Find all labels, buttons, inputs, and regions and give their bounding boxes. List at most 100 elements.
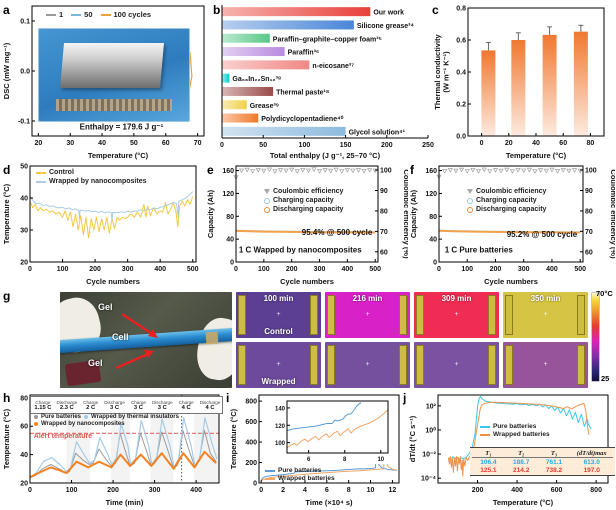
- svg-text:8: 8: [347, 487, 351, 494]
- svg-text:0: 0: [234, 266, 238, 273]
- capacity-chart-pure: 0 100 200 300 400 500 0 40 80 120 160 60 70 80 90 100 Cy…: [409, 165, 615, 286]
- svg-text:60: 60: [380, 249, 388, 256]
- svg-text:Glycol solution⁴¹: Glycol solution⁴¹: [349, 129, 406, 136]
- dsc-legend: 1 50 100 cycles: [46, 10, 151, 19]
- svg-text:0: 0: [230, 260, 234, 267]
- svg-text:95.4% @ 500 cycle: 95.4% @ 500 cycle: [302, 228, 373, 237]
- svg-text:50: 50: [20, 164, 28, 171]
- svg-text:6: 6: [325, 487, 329, 494]
- line-swatch: [36, 180, 46, 183]
- svg-text:90: 90: [585, 188, 593, 195]
- svg-text:120: 120: [222, 191, 234, 198]
- svg-text:n-eicosane³⁷: n-eicosane³⁷: [312, 63, 354, 70]
- svg-text:30: 30: [66, 140, 74, 147]
- legend-item: Coulombic efficiency: [264, 188, 343, 195]
- svg-text:20: 20: [34, 140, 42, 147]
- dot-marker: [34, 422, 38, 426]
- rate-step: Discharge 4 C: [199, 399, 221, 411]
- svg-text:0: 0: [480, 140, 484, 147]
- svg-text:60: 60: [585, 249, 593, 256]
- annotation-arrows: [115, 313, 158, 370]
- svg-text:0: 0: [253, 481, 257, 488]
- panel-d-cycling-temperature: 0 100 200 300 400 500 20 30 40 50 Cycle numbers Tem…: [2, 162, 204, 288]
- runaway-legend: Pure batteries Wrapped batteries: [265, 467, 335, 482]
- circle-marker: [264, 206, 270, 213]
- svg-text:50: 50: [259, 142, 267, 149]
- line-swatch: [100, 13, 111, 16]
- svg-text:40: 40: [429, 237, 437, 244]
- svg-text:Coulombic efficiency (%): Coulombic efficiency (%): [609, 169, 615, 259]
- spot-marker: +: [365, 311, 370, 319]
- legend-row: Pure batteries Wrapped by thermal insula…: [34, 414, 179, 420]
- legend-item: Discharging capacity: [467, 206, 546, 213]
- svg-text:dT/dt (°C s⁻¹): dT/dt (°C s⁻¹): [408, 415, 417, 462]
- spot-marker: +: [276, 311, 281, 319]
- gel-label-top: Gel: [98, 302, 113, 312]
- rate-step: Charge 3 C: [130, 399, 146, 411]
- trigger-temperature-table: T₁ T₂ T₃ (dT/dt)max 106.4 188.7 761.1 613.0 12…: [470, 447, 615, 476]
- circle-marker: [467, 206, 473, 213]
- svg-text:800: 800: [590, 487, 602, 494]
- panel-e-capacity-wrapped: 0 100 200 300 400 500 0 40 80 120 160 60 70 80 90 100 Cy…: [206, 162, 408, 288]
- svg-text:6: 6: [307, 457, 311, 463]
- svg-text:Enthalpy = 179.6 J g⁻¹: Enthalpy = 179.6 J g⁻¹: [80, 123, 164, 132]
- svg-text:0: 0: [437, 266, 441, 273]
- svg-text:60: 60: [559, 140, 567, 147]
- svg-text:100: 100: [275, 441, 286, 447]
- svg-text:Capacity (Ah): Capacity (Ah): [409, 189, 418, 238]
- thermal-image-wrapped-3: +: [414, 342, 499, 388]
- svg-text:90: 90: [380, 188, 388, 195]
- legend-item: Coulombic efficiency: [467, 188, 546, 195]
- svg-text:60: 60: [20, 424, 28, 431]
- svg-text:100: 100: [461, 266, 473, 273]
- svg-text:400: 400: [546, 266, 558, 273]
- circle-marker: [264, 197, 270, 204]
- svg-text:Our work: Our work: [373, 10, 404, 17]
- svg-text:40: 40: [532, 140, 540, 147]
- runaway-inset-chart: 6 8 10 100 120 140: [275, 400, 389, 463]
- legend-item: Charging capacity: [264, 197, 343, 204]
- svg-text:Polydicyclopentadiene⁴⁰: Polydicyclopentadiene⁴⁰: [261, 115, 343, 123]
- composite-slab: [60, 43, 165, 89]
- svg-text:Silicone grease³⁴: Silicone grease³⁴: [357, 23, 415, 30]
- svg-text:40: 40: [20, 196, 28, 203]
- dot-marker: [34, 415, 38, 419]
- dtdt-chart: 200 400 600 800 10² 10⁰ 10⁻² 10⁻⁴ Temperature (°…: [408, 394, 609, 507]
- svg-text:Cycle numbers: Cycle numbers: [86, 277, 140, 286]
- svg-text:12: 12: [389, 487, 397, 494]
- svg-text:500: 500: [369, 266, 381, 273]
- svg-text:Temperature (°C): Temperature (°C): [2, 408, 11, 469]
- svg-text:800: 800: [245, 399, 257, 406]
- svg-text:Grease³⁹: Grease³⁹: [250, 103, 279, 110]
- svg-text:0.8: 0.8: [456, 6, 466, 13]
- svg-text:4: 4: [303, 487, 307, 494]
- svg-text:160: 160: [425, 168, 437, 175]
- svg-text:0.2: 0.2: [456, 102, 466, 109]
- panel-letter-i: i: [226, 391, 230, 405]
- runaway-inset: 6 8 10 100 120 140: [271, 398, 391, 464]
- rate-step: Discharge 3 C: [104, 399, 125, 411]
- svg-text:Time (min): Time (min): [106, 498, 144, 507]
- svg-text:60: 60: [162, 140, 170, 147]
- svg-text:200: 200: [286, 266, 298, 273]
- thermal-image-control-4: 350 min +: [503, 292, 588, 338]
- panel-i-thermal-runaway-time: 0 2 4 6 8 10 12 0 200 400 600 800 Time (×10⁴ s) Tempe…: [229, 391, 405, 509]
- svg-text:80: 80: [226, 214, 234, 221]
- svg-text:8: 8: [343, 457, 347, 463]
- legend-item: Charging capacity: [467, 197, 546, 204]
- svg-text:10: 10: [377, 457, 384, 463]
- panel-f-capacity-pure: 0 100 200 300 400 500 0 40 80 120 160 60 70 80 90 100 Cy…: [409, 162, 615, 288]
- spot-marker: +: [365, 361, 370, 369]
- svg-text:-0.1: -0.1: [18, 119, 30, 126]
- svg-text:1 C Pure batteries: 1 C Pure batteries: [445, 245, 514, 254]
- svg-text:10⁻²: 10⁻²: [422, 452, 436, 459]
- spot-marker: +: [454, 311, 459, 319]
- panel-letter-a: a: [3, 3, 10, 17]
- svg-text:100: 100: [585, 168, 597, 175]
- svg-text:100: 100: [258, 266, 270, 273]
- svg-text:40: 40: [20, 452, 28, 459]
- svg-text:Coulombic efficiency (%): Coulombic efficiency (%): [402, 169, 408, 259]
- svg-text:100: 100: [299, 142, 311, 149]
